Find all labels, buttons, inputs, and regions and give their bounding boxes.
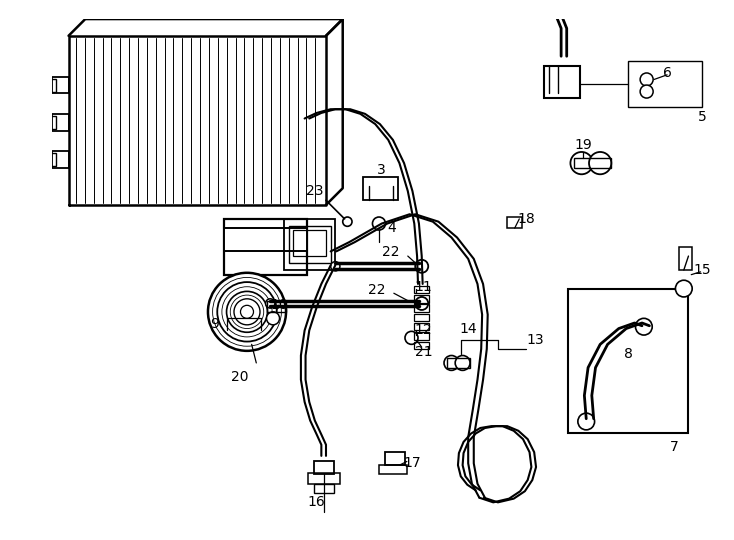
Circle shape bbox=[405, 332, 418, 345]
Bar bbox=[679, 247, 692, 270]
Bar bbox=[567, 288, 688, 433]
Bar bbox=[52, 151, 68, 168]
Text: 7: 7 bbox=[670, 440, 679, 454]
Bar bbox=[314, 462, 335, 475]
Circle shape bbox=[330, 262, 340, 271]
Text: 22: 22 bbox=[382, 245, 400, 259]
Bar bbox=[224, 219, 308, 275]
Text: 8: 8 bbox=[624, 347, 633, 361]
Circle shape bbox=[266, 312, 280, 325]
Bar bbox=[447, 359, 470, 368]
Circle shape bbox=[343, 217, 352, 226]
Text: 11: 11 bbox=[415, 280, 432, 294]
Bar bbox=[628, 61, 702, 107]
Text: 9: 9 bbox=[210, 317, 219, 331]
Circle shape bbox=[455, 355, 470, 370]
Text: 22: 22 bbox=[368, 282, 386, 296]
Bar bbox=[21, 183, 50, 199]
Text: 17: 17 bbox=[404, 456, 421, 470]
Bar bbox=[379, 465, 407, 475]
Bar bbox=[414, 314, 429, 321]
Circle shape bbox=[241, 305, 253, 318]
Text: 12: 12 bbox=[415, 323, 432, 338]
Bar bbox=[507, 217, 522, 228]
Circle shape bbox=[266, 299, 275, 308]
Bar bbox=[414, 332, 429, 340]
Bar bbox=[414, 342, 429, 349]
Circle shape bbox=[578, 413, 595, 430]
Text: 6: 6 bbox=[663, 66, 672, 80]
Circle shape bbox=[415, 260, 428, 273]
Bar bbox=[414, 295, 429, 302]
Bar bbox=[288, 226, 330, 264]
Bar bbox=[48, 78, 56, 92]
Bar bbox=[308, 472, 340, 484]
Bar bbox=[267, 301, 286, 312]
Text: 14: 14 bbox=[459, 321, 477, 335]
Bar bbox=[314, 484, 335, 493]
Text: 4: 4 bbox=[388, 221, 396, 235]
Circle shape bbox=[636, 318, 653, 335]
Bar bbox=[284, 219, 335, 270]
Circle shape bbox=[208, 273, 286, 351]
Circle shape bbox=[570, 152, 593, 174]
Circle shape bbox=[675, 280, 692, 297]
Circle shape bbox=[415, 297, 428, 310]
Bar bbox=[574, 158, 611, 168]
Bar bbox=[414, 305, 429, 312]
Text: 18: 18 bbox=[517, 212, 534, 226]
Text: 16: 16 bbox=[308, 495, 326, 509]
Text: 15: 15 bbox=[694, 263, 711, 277]
Bar bbox=[21, 164, 50, 181]
Bar bbox=[363, 177, 399, 200]
Bar bbox=[52, 114, 68, 131]
Circle shape bbox=[372, 217, 385, 230]
Text: 3: 3 bbox=[377, 163, 385, 177]
Text: 5: 5 bbox=[698, 110, 707, 124]
Bar bbox=[48, 116, 56, 129]
Text: 23: 23 bbox=[306, 184, 324, 198]
Circle shape bbox=[444, 355, 459, 370]
Text: 10: 10 bbox=[271, 298, 288, 312]
Circle shape bbox=[589, 152, 611, 174]
Bar bbox=[224, 228, 308, 252]
Circle shape bbox=[640, 73, 653, 86]
Bar bbox=[48, 153, 56, 166]
Bar bbox=[414, 286, 429, 293]
Bar bbox=[11, 168, 22, 177]
Text: 19: 19 bbox=[575, 138, 592, 152]
Text: 20: 20 bbox=[230, 370, 248, 384]
Text: 21: 21 bbox=[415, 345, 432, 359]
Bar bbox=[385, 452, 405, 465]
Bar bbox=[414, 323, 429, 330]
Bar bbox=[294, 230, 326, 256]
Text: 13: 13 bbox=[526, 333, 544, 347]
Circle shape bbox=[640, 85, 653, 98]
Bar bbox=[52, 77, 68, 93]
Bar bbox=[11, 186, 22, 195]
Bar bbox=[545, 65, 580, 98]
